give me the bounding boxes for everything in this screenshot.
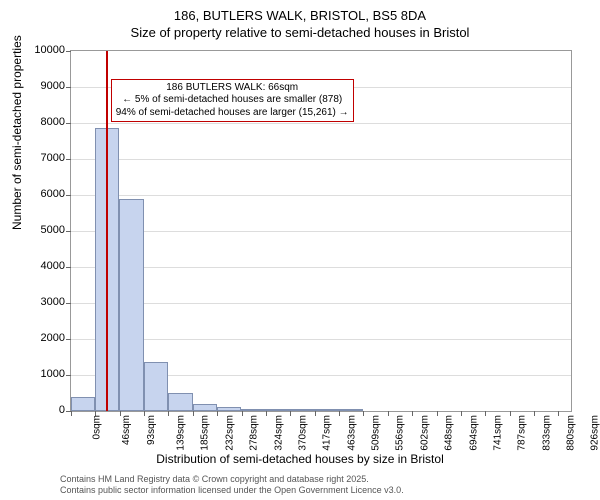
ytick-mark [66,123,71,124]
xtick-mark [71,411,72,416]
chart-title: 186, BUTLERS WALK, BRISTOL, BS5 8DA Size… [0,0,600,42]
ytick-label: 10000 [25,44,65,56]
y-axis-label: Number of semi-detached properties [10,35,24,230]
histogram-bar [217,407,241,411]
xtick-label: 741sqm [492,415,503,451]
histogram-bar [290,409,314,411]
xtick-mark [437,411,438,416]
xtick-mark [144,411,145,416]
ytick-label: 4000 [25,260,65,272]
annotation-line-1: 186 BUTLERS WALK: 66sqm [116,82,349,95]
grid-line [71,159,571,160]
xtick-label: 648sqm [444,415,455,451]
ytick-label: 3000 [25,296,65,308]
histogram-bar [338,409,362,411]
footer-line-2: Contains public sector information licen… [60,485,404,496]
title-line-1: 186, BUTLERS WALK, BRISTOL, BS5 8DA [0,8,600,25]
xtick-mark [290,411,291,416]
ytick-label: 8000 [25,116,65,128]
xtick-mark [168,411,169,416]
ytick-label: 7000 [25,152,65,164]
xtick-mark [510,411,511,416]
xtick-mark [412,411,413,416]
grid-line [71,123,571,124]
xtick-mark [266,411,267,416]
xtick-mark [363,411,364,416]
xtick-mark [485,411,486,416]
xtick-label: 833sqm [541,415,552,451]
xtick-label: 185sqm [200,415,211,451]
histogram-bar [144,362,168,411]
ytick-label: 5000 [25,224,65,236]
ytick-mark [66,303,71,304]
grid-line [71,303,571,304]
ytick-mark [66,51,71,52]
xtick-label: 417sqm [322,415,333,451]
footer-line-1: Contains HM Land Registry data © Crown c… [60,474,404,485]
histogram-bar [193,404,217,411]
xtick-mark [217,411,218,416]
xtick-mark [339,411,340,416]
histogram-bar [71,397,95,411]
ytick-label: 2000 [25,332,65,344]
xtick-label: 324sqm [273,415,284,451]
xtick-label: 787sqm [517,415,528,451]
ytick-mark [66,231,71,232]
grid-line [71,267,571,268]
xtick-mark [315,411,316,416]
ytick-label: 0 [25,404,65,416]
xtick-mark [242,411,243,416]
property-marker-line [106,51,108,411]
histogram-bar [168,393,192,411]
grid-line [71,339,571,340]
xtick-label: 880sqm [566,415,577,451]
grid-line [71,231,571,232]
footer-attribution: Contains HM Land Registry data © Crown c… [60,474,404,496]
xtick-mark [461,411,462,416]
xtick-label: 926sqm [590,415,600,451]
xtick-label: 602sqm [419,415,430,451]
annotation-box: 186 BUTLERS WALK: 66sqm← 5% of semi-deta… [111,79,354,123]
xtick-mark [193,411,194,416]
ytick-mark [66,375,71,376]
histogram-bar [241,409,266,411]
histogram-bar [314,409,338,411]
xtick-label: 556sqm [395,415,406,451]
ytick-mark [66,87,71,88]
ytick-label: 1000 [25,368,65,380]
ytick-mark [66,267,71,268]
grid-line [71,195,571,196]
ytick-label: 6000 [25,188,65,200]
x-axis-label: Distribution of semi-detached houses by … [0,452,600,466]
title-line-2: Size of property relative to semi-detach… [0,25,600,42]
xtick-label: 509sqm [371,415,382,451]
histogram-bar [119,199,144,411]
ytick-mark [66,159,71,160]
xtick-label: 0sqm [91,415,102,439]
xtick-mark [558,411,559,416]
xtick-label: 139sqm [176,415,187,451]
ytick-label: 9000 [25,80,65,92]
xtick-mark [534,411,535,416]
histogram-bar [266,409,290,411]
ytick-mark [66,339,71,340]
xtick-label: 370sqm [298,415,309,451]
xtick-label: 463sqm [346,415,357,451]
annotation-line-2: ← 5% of semi-detached houses are smaller… [116,94,349,107]
xtick-label: 46sqm [121,415,132,445]
xtick-label: 93sqm [146,415,157,445]
xtick-mark [388,411,389,416]
annotation-line-3: 94% of semi-detached houses are larger (… [116,107,349,120]
xtick-label: 278sqm [249,415,260,451]
xtick-label: 232sqm [224,415,235,451]
ytick-mark [66,195,71,196]
xtick-label: 694sqm [468,415,479,451]
